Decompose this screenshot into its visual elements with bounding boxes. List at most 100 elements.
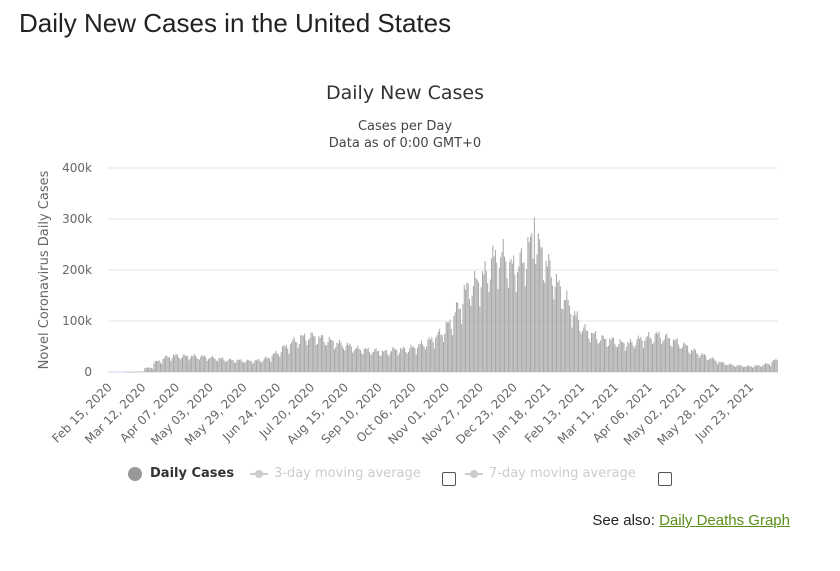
daily-cases-bar[interactable] (487, 283, 489, 372)
daily-cases-bar[interactable] (675, 339, 677, 372)
daily-cases-bar[interactable] (136, 371, 138, 372)
daily-cases-bar[interactable] (294, 341, 296, 372)
daily-cases-bar[interactable] (410, 344, 412, 372)
legend-item-7-day-average[interactable]: 7-day moving average (465, 466, 636, 481)
daily-cases-bar[interactable] (520, 248, 522, 372)
daily-cases-bar[interactable] (313, 336, 315, 372)
daily-cases-bar[interactable] (405, 351, 407, 372)
daily-cases-bar[interactable] (362, 354, 364, 372)
daily-cases-bar[interactable] (653, 342, 655, 372)
daily-cases-bar[interactable] (357, 345, 359, 372)
daily-cases-bar[interactable] (530, 236, 531, 372)
daily-cases-bar[interactable] (548, 253, 550, 372)
daily-cases-bar[interactable] (343, 348, 345, 372)
legend-item-daily-cases[interactable]: Daily Cases (128, 466, 234, 481)
daily-cases-bar[interactable] (519, 252, 521, 372)
daily-cases-bar[interactable] (396, 349, 398, 372)
daily-cases-bar[interactable] (346, 342, 348, 372)
daily-cases-bar[interactable] (324, 344, 326, 372)
daily-cases-bar[interactable] (301, 335, 303, 372)
daily-cases-bar[interactable] (440, 334, 442, 372)
checkbox-3-day-average[interactable] (442, 472, 456, 486)
daily-cases-bar[interactable] (649, 337, 651, 372)
daily-cases-bar[interactable] (418, 344, 420, 372)
daily-cases-bar[interactable] (620, 341, 622, 372)
daily-cases-bar[interactable] (240, 359, 242, 372)
daily-cases-bar[interactable] (501, 252, 503, 372)
daily-cases-bar[interactable] (718, 362, 720, 372)
daily-cases-bar[interactable] (169, 357, 171, 372)
daily-cases-bar[interactable] (392, 347, 394, 372)
daily-cases-bar[interactable] (170, 360, 172, 372)
daily-cases-bar[interactable] (172, 354, 174, 372)
daily-cases-bar[interactable] (485, 270, 487, 372)
daily-cases-bar[interactable] (309, 338, 311, 372)
daily-cases-bar[interactable] (302, 335, 304, 372)
daily-cases-bar[interactable] (623, 343, 625, 372)
daily-cases-bar[interactable] (736, 365, 738, 372)
daily-cases-bar[interactable] (676, 338, 678, 372)
daily-cases-bar[interactable] (156, 360, 158, 372)
daily-cases-bar[interactable] (287, 348, 289, 372)
daily-cases-bar[interactable] (615, 346, 617, 372)
daily-cases-bar[interactable] (584, 324, 586, 372)
daily-cases-bar[interactable] (580, 333, 582, 372)
daily-cases-bar[interactable] (150, 367, 152, 372)
daily-cases-bar[interactable] (636, 339, 638, 372)
daily-cases-bar[interactable] (356, 348, 357, 372)
daily-cases-bar[interactable] (187, 356, 189, 372)
daily-cases-bar[interactable] (227, 360, 229, 372)
daily-cases-bar[interactable] (674, 340, 676, 372)
daily-cases-bar[interactable] (424, 349, 426, 372)
daily-cases-bar[interactable] (753, 366, 755, 372)
daily-cases-bar[interactable] (742, 367, 744, 372)
daily-cases-bar[interactable] (542, 280, 544, 372)
daily-cases-bar[interactable] (628, 342, 630, 372)
daily-cases-bar[interactable] (587, 330, 589, 372)
daily-cases-bar[interactable] (288, 353, 290, 372)
daily-cases-bar[interactable] (211, 355, 213, 372)
daily-cases-bar[interactable] (432, 342, 434, 372)
daily-cases-bar[interactable] (280, 352, 282, 372)
daily-cases-bar[interactable] (467, 283, 469, 372)
daily-cases-bar[interactable] (576, 311, 578, 372)
daily-cases-bar[interactable] (517, 272, 519, 372)
daily-cases-bar[interactable] (270, 362, 272, 372)
daily-cases-bar[interactable] (436, 335, 438, 372)
daily-cases-bar[interactable] (687, 345, 689, 372)
daily-cases-bar[interactable] (511, 263, 513, 372)
daily-cases-bar[interactable] (463, 285, 465, 372)
daily-cases-bar[interactable] (629, 339, 631, 372)
daily-cases-bar[interactable] (143, 371, 145, 373)
daily-cases-bar[interactable] (468, 299, 470, 372)
daily-cases-bar[interactable] (563, 300, 565, 372)
daily-cases-bar[interactable] (665, 335, 667, 372)
daily-cases-bar[interactable] (422, 344, 424, 372)
daily-cases-bar[interactable] (293, 337, 295, 372)
daily-cases-bar[interactable] (666, 333, 668, 372)
daily-cases-bar[interactable] (735, 366, 737, 372)
daily-cases-bar[interactable] (233, 362, 235, 372)
daily-cases-bar[interactable] (127, 371, 129, 373)
daily-cases-bar[interactable] (202, 356, 204, 372)
daily-cases-bar[interactable] (609, 338, 611, 372)
daily-cases-bar[interactable] (568, 305, 570, 372)
daily-cases-bar[interactable] (393, 348, 395, 372)
daily-cases-bar[interactable] (250, 360, 252, 372)
daily-cases-bar[interactable] (646, 336, 648, 372)
daily-cases-bar[interactable] (597, 343, 599, 372)
daily-cases-bar[interactable] (505, 261, 507, 373)
daily-cases-bar[interactable] (354, 349, 356, 372)
daily-cases-bar[interactable] (249, 360, 251, 372)
daily-cases-bar[interactable] (140, 371, 142, 372)
daily-cases-bar[interactable] (176, 354, 178, 372)
daily-cases-bar[interactable] (159, 362, 161, 372)
daily-cases-bar[interactable] (314, 336, 316, 372)
daily-cases-bar[interactable] (766, 363, 768, 372)
daily-cases-bar[interactable] (297, 347, 299, 372)
daily-cases-bar[interactable] (353, 351, 355, 372)
daily-cases-bar[interactable] (455, 302, 457, 372)
daily-cases-bar[interactable] (376, 351, 378, 372)
daily-cases-bar[interactable] (207, 359, 209, 372)
daily-cases-bar[interactable] (306, 345, 308, 372)
